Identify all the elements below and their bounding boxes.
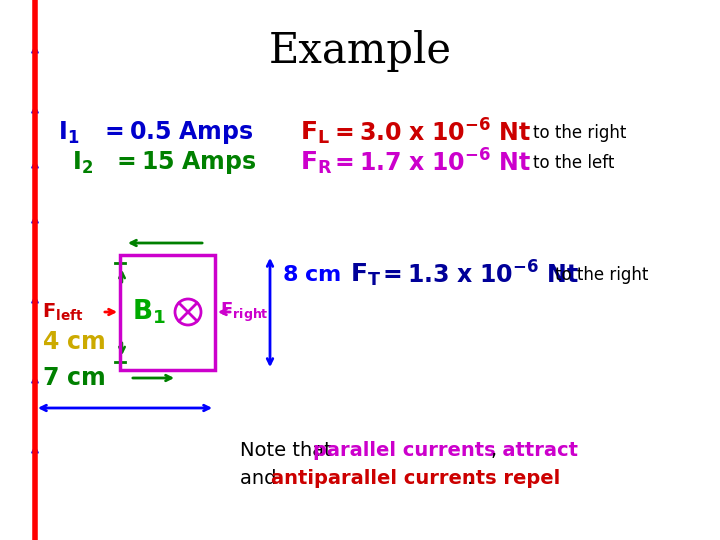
Text: ,: , bbox=[491, 441, 497, 460]
Text: $\mathbf{8\ cm}$: $\mathbf{8\ cm}$ bbox=[282, 265, 341, 285]
Text: $\mathbf{4\ cm}$: $\mathbf{4\ cm}$ bbox=[42, 330, 105, 354]
Text: $\mathbf{I_1}$: $\mathbf{I_1}$ bbox=[58, 120, 79, 146]
Text: antiparallel currents repel: antiparallel currents repel bbox=[271, 469, 560, 488]
Text: $\mathbf{F_{right}}$: $\mathbf{F_{right}}$ bbox=[220, 300, 269, 323]
Text: $\mathbf{7\ cm}$: $\mathbf{7\ cm}$ bbox=[42, 366, 105, 390]
Text: $\mathbf{= 1.3\ x\ 10^{-6}\ Nt}$: $\mathbf{= 1.3\ x\ 10^{-6}\ Nt}$ bbox=[378, 261, 579, 288]
Text: $\mathbf{F_R}$: $\mathbf{F_R}$ bbox=[300, 150, 333, 176]
Text: $\mathbf{= 3.0\ x\ 10^{-6}\ Nt}$: $\mathbf{= 3.0\ x\ 10^{-6}\ Nt}$ bbox=[330, 119, 531, 146]
Text: .: . bbox=[467, 469, 473, 488]
Text: to the right: to the right bbox=[533, 124, 626, 142]
Text: to the right: to the right bbox=[555, 266, 649, 284]
Text: $\mathbf{F_L}$: $\mathbf{F_L}$ bbox=[300, 120, 330, 146]
Text: $\mathbf{B_1}$: $\mathbf{B_1}$ bbox=[132, 298, 166, 326]
Text: $\mathbf{F_{left}}$: $\mathbf{F_{left}}$ bbox=[42, 301, 84, 322]
Text: $\mathbf{= 0.5\ Amps}$: $\mathbf{= 0.5\ Amps}$ bbox=[100, 119, 253, 146]
Text: parallel currents attract: parallel currents attract bbox=[313, 441, 578, 460]
Text: $\mathbf{= 1.7\ x\ 10^{-6}\ Nt}$: $\mathbf{= 1.7\ x\ 10^{-6}\ Nt}$ bbox=[330, 150, 531, 177]
Text: $\mathbf{I_2}$: $\mathbf{I_2}$ bbox=[72, 150, 93, 176]
Text: to the left: to the left bbox=[533, 154, 614, 172]
Bar bbox=[120, 255, 215, 370]
Text: $\mathbf{= 15\ Amps}$: $\mathbf{= 15\ Amps}$ bbox=[112, 150, 256, 177]
Text: Example: Example bbox=[269, 30, 451, 72]
Text: $\mathbf{F_T}$: $\mathbf{F_T}$ bbox=[350, 262, 381, 288]
Text: Note that: Note that bbox=[240, 441, 338, 460]
Text: and: and bbox=[240, 469, 283, 488]
